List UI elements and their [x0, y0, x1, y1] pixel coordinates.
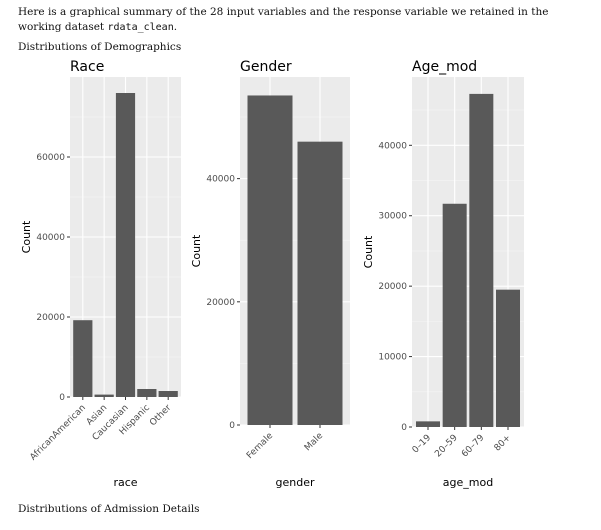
bar: [496, 289, 520, 427]
chart-title: Race: [70, 59, 104, 75]
y-tick-label: 20000: [36, 313, 65, 323]
y-tick-label: 20000: [378, 282, 407, 292]
bar: [469, 93, 494, 427]
bar: [158, 391, 178, 397]
section-heading-demographics: Distributions of Demographics: [18, 41, 182, 53]
y-tick-label: 30000: [378, 212, 407, 222]
y-axis-label: Count: [362, 235, 375, 268]
bar: [73, 320, 93, 397]
bar: [442, 203, 467, 427]
section-heading-admission: Distributions of Admission Details: [18, 503, 200, 515]
y-axis-label: Count: [20, 220, 33, 253]
dataset-name: rdata_clean: [107, 22, 174, 33]
y-tick-label: 0: [401, 423, 407, 433]
y-tick-label: 20000: [206, 298, 235, 308]
bar: [94, 394, 114, 397]
bar: [115, 93, 136, 397]
chart-title: Age_mod: [412, 59, 477, 75]
x-tick-label: 60–79: [460, 433, 487, 460]
intro-paragraph: Here is a graphical summary of the 28 in…: [18, 5, 588, 35]
y-tick-label: 10000: [378, 353, 407, 363]
x-tick-label: 0–19: [411, 433, 434, 456]
bar: [247, 95, 293, 425]
chart-title: Gender: [240, 59, 292, 75]
y-axis-label: Count: [190, 234, 203, 267]
x-axis-label: gender: [276, 476, 315, 489]
bar: [297, 141, 343, 425]
bar: [416, 421, 440, 427]
x-tick-label: 80+: [493, 433, 514, 454]
intro-text-end: .: [173, 21, 178, 33]
y-tick-label: 60000: [36, 153, 65, 163]
y-tick-label: 0: [59, 393, 65, 403]
x-tick-label: 20–59: [433, 433, 460, 460]
x-axis-label: race: [113, 476, 137, 489]
demographics-charts: 0200004000060000AfricanAmericanAsianCauc…: [20, 59, 524, 489]
y-tick-label: 0: [229, 421, 235, 431]
x-axis-label: age_mod: [443, 476, 493, 489]
y-tick-label: 40000: [206, 175, 235, 185]
bar: [137, 389, 157, 397]
x-tick-label: Other: [148, 403, 173, 428]
x-tick-label: AfricanAmerican: [28, 403, 88, 463]
x-tick-label: Male: [303, 431, 325, 453]
x-tick-label: Female: [245, 431, 275, 461]
intro-text: Here is a graphical summary of the 28 in…: [18, 6, 549, 33]
y-tick-label: 40000: [378, 141, 407, 151]
y-tick-label: 40000: [36, 233, 65, 243]
